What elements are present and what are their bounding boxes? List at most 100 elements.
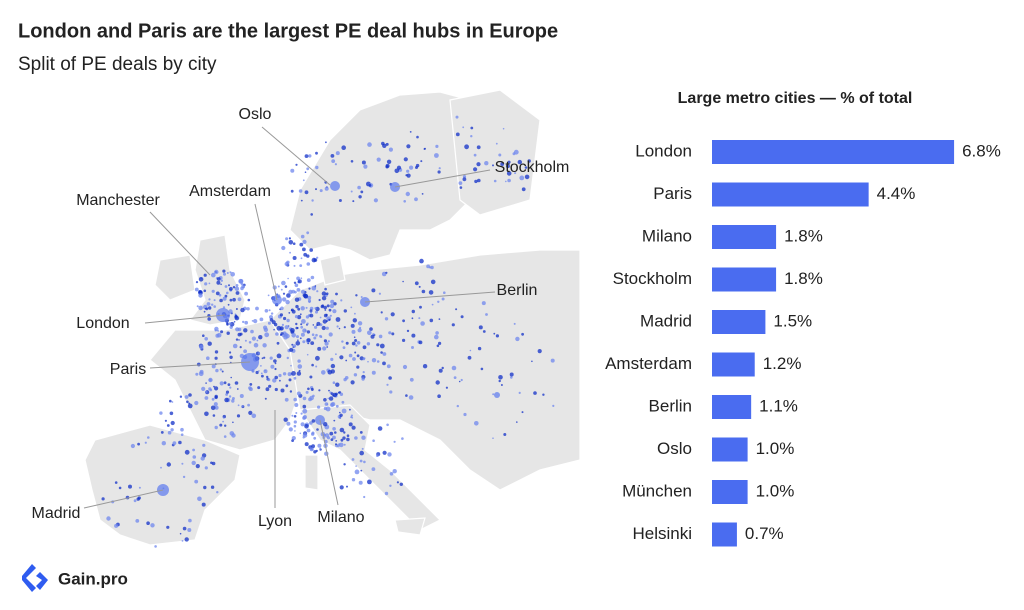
deal-dot xyxy=(213,299,216,302)
deal-dot xyxy=(255,370,259,375)
deal-dot xyxy=(295,412,298,414)
deal-dot xyxy=(367,479,372,485)
deal-dot xyxy=(262,343,267,348)
deal-dot xyxy=(329,303,335,309)
deal-dot xyxy=(362,371,365,374)
deal-dot xyxy=(310,341,315,345)
deal-dot xyxy=(477,178,481,183)
deal-dot xyxy=(228,322,232,326)
deal-dot xyxy=(232,421,234,424)
deal-dot xyxy=(197,496,202,502)
deal-dot xyxy=(348,353,353,358)
deal-dot xyxy=(242,320,245,324)
deal-dot xyxy=(295,304,299,309)
deal-dot xyxy=(391,332,395,336)
deal-dot xyxy=(249,383,253,386)
deal-dot xyxy=(264,397,267,400)
deal-dot xyxy=(296,391,301,396)
deal-dot xyxy=(224,424,227,427)
deal-dot xyxy=(311,419,316,423)
deal-dot xyxy=(184,449,190,455)
deal-dot xyxy=(481,301,486,306)
deal-dot xyxy=(507,160,511,164)
deal-dot xyxy=(312,324,315,326)
deal-dot xyxy=(473,153,477,157)
deal-dot xyxy=(437,300,440,303)
deal-dot xyxy=(316,256,319,259)
deal-dot xyxy=(368,184,372,187)
deal-dot xyxy=(282,297,287,302)
deal-dot xyxy=(253,342,259,348)
map-label: Stockholm xyxy=(495,159,570,176)
deal-dot xyxy=(251,413,257,419)
deal-dot xyxy=(306,262,311,266)
deal-dot xyxy=(335,440,338,442)
deal-dot xyxy=(437,170,441,174)
deal-dot xyxy=(338,443,341,446)
deal-dot xyxy=(509,372,514,377)
deal-dot xyxy=(172,441,177,445)
deal-dot xyxy=(146,521,150,525)
deal-dot xyxy=(297,307,301,311)
deal-dot xyxy=(354,469,360,475)
deal-dot xyxy=(306,167,310,171)
deal-dot xyxy=(389,484,392,487)
deal-dot xyxy=(289,347,294,352)
deal-dot xyxy=(305,390,309,394)
deal-dot xyxy=(498,153,502,157)
deal-dot xyxy=(223,272,226,276)
deal-dot xyxy=(264,369,266,372)
deal-dot xyxy=(315,188,317,191)
deal-dot xyxy=(297,364,303,369)
deal-dot xyxy=(385,142,389,146)
deal-dot xyxy=(396,481,399,484)
deal-dot xyxy=(455,308,458,311)
deal-dot xyxy=(353,336,356,339)
deal-dot xyxy=(304,424,309,429)
deal-dot xyxy=(328,318,331,321)
deal-dot xyxy=(300,257,303,260)
deal-dot xyxy=(285,384,289,388)
deal-dot xyxy=(357,185,361,190)
deal-dot xyxy=(484,161,489,166)
deal-dot xyxy=(257,352,261,355)
category-label: Milano xyxy=(642,226,692,245)
deal-dot xyxy=(362,357,366,361)
deal-dot xyxy=(309,313,314,318)
category-label: Paris xyxy=(653,184,692,203)
deal-dot xyxy=(230,272,235,277)
deal-dot xyxy=(194,287,199,292)
deal-dot xyxy=(304,171,307,173)
deal-dot xyxy=(376,157,381,162)
deal-dot xyxy=(289,251,291,254)
deal-dot xyxy=(234,381,239,385)
deal-dot xyxy=(402,280,404,283)
deal-dot xyxy=(166,525,170,529)
deal-dot xyxy=(359,459,363,463)
deal-dot xyxy=(341,145,347,150)
deal-dot xyxy=(288,240,294,245)
deal-dot xyxy=(302,404,307,409)
deal-dot xyxy=(295,341,301,346)
deal-dot xyxy=(118,486,122,490)
deal-dot xyxy=(295,163,298,166)
deal-dot xyxy=(286,260,290,264)
deal-dot xyxy=(386,364,391,369)
deal-dot xyxy=(292,256,297,260)
deal-dot xyxy=(214,395,218,400)
map-label: Manchester xyxy=(76,192,160,209)
deal-dot xyxy=(399,482,403,486)
deal-dot xyxy=(180,427,184,432)
deal-dot xyxy=(203,289,207,293)
deal-dot xyxy=(244,339,247,342)
deal-dot xyxy=(300,325,304,329)
deal-dot xyxy=(283,316,287,321)
deal-dot xyxy=(311,363,314,367)
deal-dot xyxy=(346,437,350,442)
deal-dot xyxy=(445,386,448,389)
deal-dot xyxy=(181,540,184,542)
bar xyxy=(712,225,777,249)
deal-dot xyxy=(361,160,366,165)
deal-dot xyxy=(309,447,314,452)
